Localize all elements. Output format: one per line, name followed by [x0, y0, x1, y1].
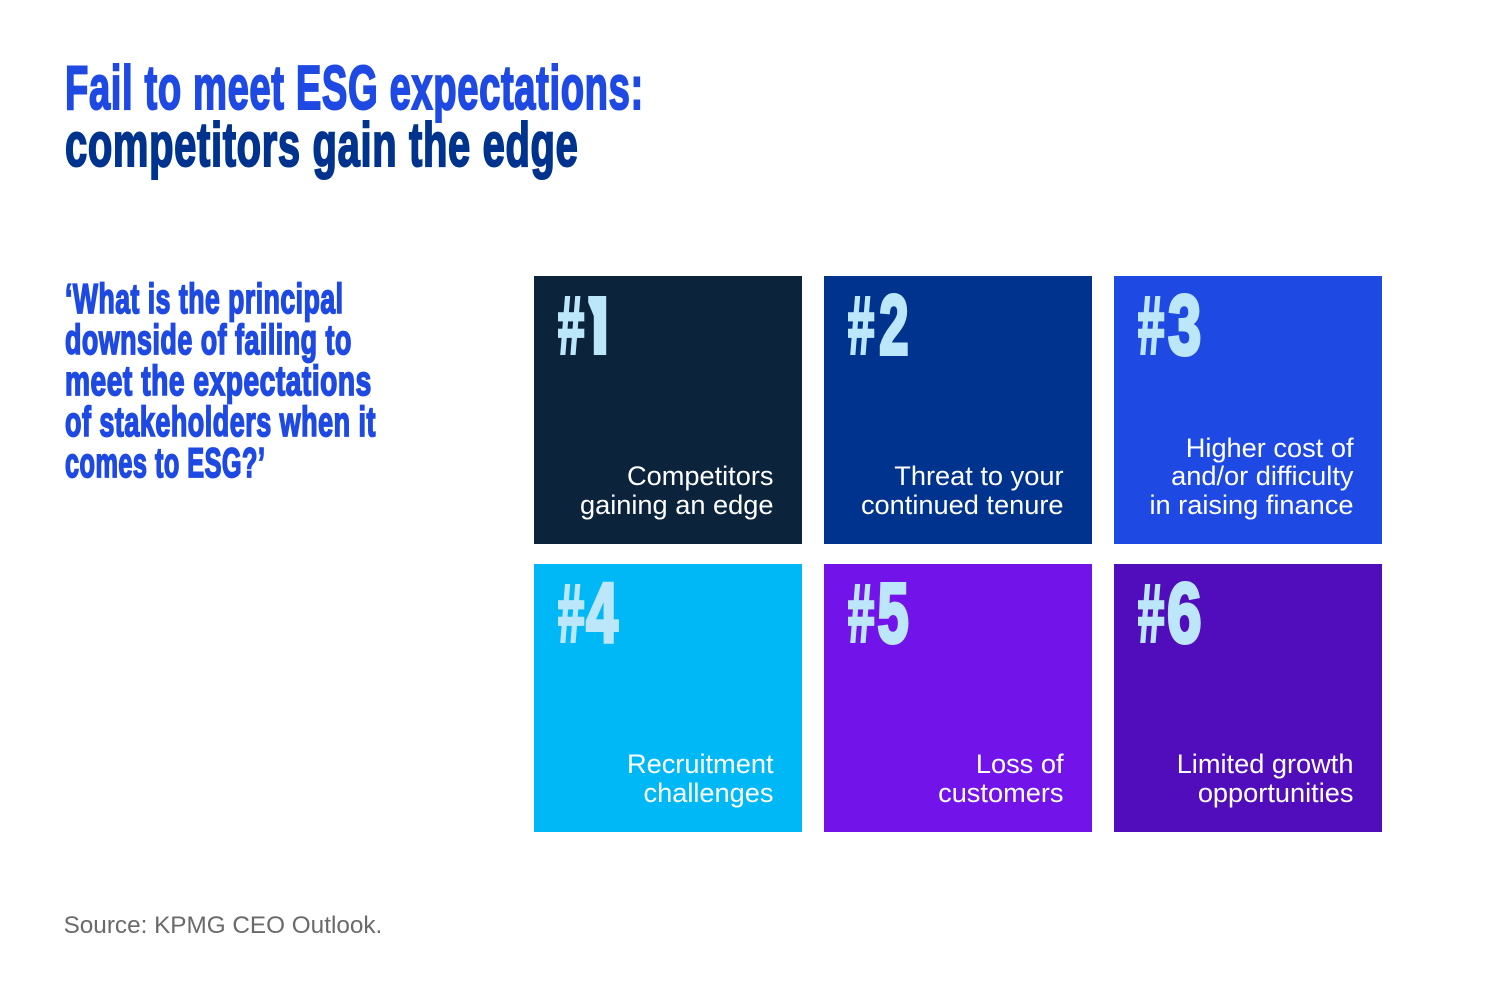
svg-text:3: 3 [1168, 279, 1201, 373]
svg-text:5: 5 [877, 567, 908, 661]
svg-text:2: 2 [879, 279, 908, 372]
svg-text:6: 6 [1167, 566, 1201, 661]
svg-text:4: 4 [586, 567, 618, 661]
